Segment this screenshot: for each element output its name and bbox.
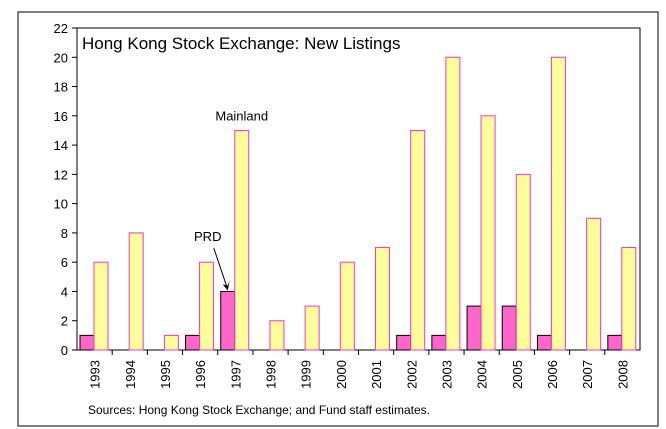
x-tick-label: 2007 [580,360,595,389]
bar [431,334,447,351]
bar [220,290,236,351]
bar [480,115,496,351]
bar [234,129,250,351]
y-tick-label: 4 [61,284,68,299]
bar [396,334,412,351]
x-tick-label: 2001 [369,360,384,389]
bar [550,56,566,351]
bar [185,334,201,351]
bar [79,334,95,351]
x-tick-label: 1997 [228,360,243,389]
bar [445,56,461,351]
chart-title: Hong Kong Stock Exchange: New Listings [82,34,400,53]
arrow-head [222,280,230,291]
bar [536,334,552,351]
y-tick-label: 22 [54,21,68,36]
x-tick-label: 2006 [545,360,560,389]
x-tick-label: 1998 [264,360,279,389]
y-tick-label: 10 [54,197,68,212]
bar [515,173,531,351]
bar [93,261,109,351]
bar [621,247,637,351]
bar [501,305,517,351]
bar [466,305,482,351]
x-tick-label: 1994 [123,360,138,389]
bar [586,217,602,351]
bar [375,247,390,351]
x-tick-label: 2008 [615,360,630,389]
bar [163,334,179,351]
y-tick-label: 18 [54,80,68,95]
bar [304,305,320,351]
x-tick-label: 1996 [193,360,208,389]
source-note: Sources: Hong Kong Stock Exchange; and F… [88,403,430,417]
bar [269,320,285,351]
x-tick-label: 2004 [475,360,490,389]
bar [339,261,355,351]
y-tick-label: 16 [54,109,68,124]
x-tick-label: 1993 [88,360,103,389]
y-tick-label: 12 [54,167,68,182]
x-tick-label: 2005 [510,360,525,389]
y-tick-label: 20 [54,50,68,65]
x-tick-label: 1995 [158,360,173,389]
bar [128,232,144,351]
annotation: PRD [194,229,221,244]
x-tick-label: 2003 [439,360,454,389]
y-tick-label: 8 [61,226,68,241]
bar [607,334,623,351]
bar [410,129,426,351]
annotation: Mainland [215,108,268,123]
y-tick-label: 0 [61,343,68,358]
bar [199,261,215,351]
x-tick-label: 1999 [299,360,314,389]
y-tick-label: 6 [61,255,68,270]
y-tick-label: 2 [61,314,68,329]
y-tick-label: 14 [54,138,68,153]
x-tick-label: 2002 [404,360,419,389]
x-tick-label: 2000 [334,360,349,389]
arrow [213,247,229,290]
